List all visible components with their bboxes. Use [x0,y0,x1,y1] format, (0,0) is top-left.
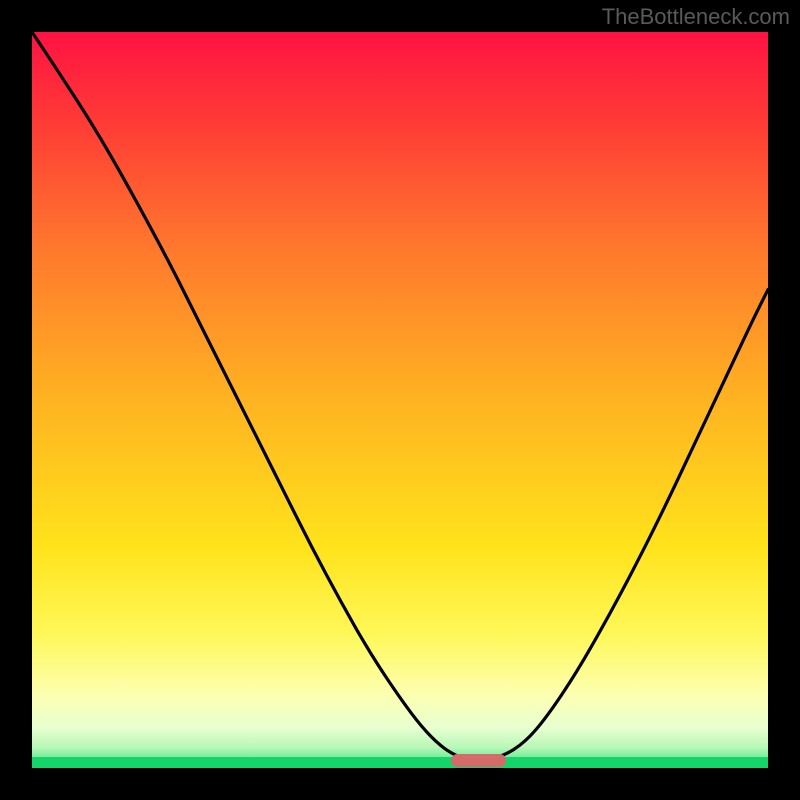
gradient-background [32,32,768,768]
bottom-green-band [32,757,768,768]
plot-area [32,32,768,768]
chart-frame: TheBottleneck.com [0,0,800,800]
watermark-text: TheBottleneck.com [602,4,790,30]
minimum-marker [451,754,506,767]
